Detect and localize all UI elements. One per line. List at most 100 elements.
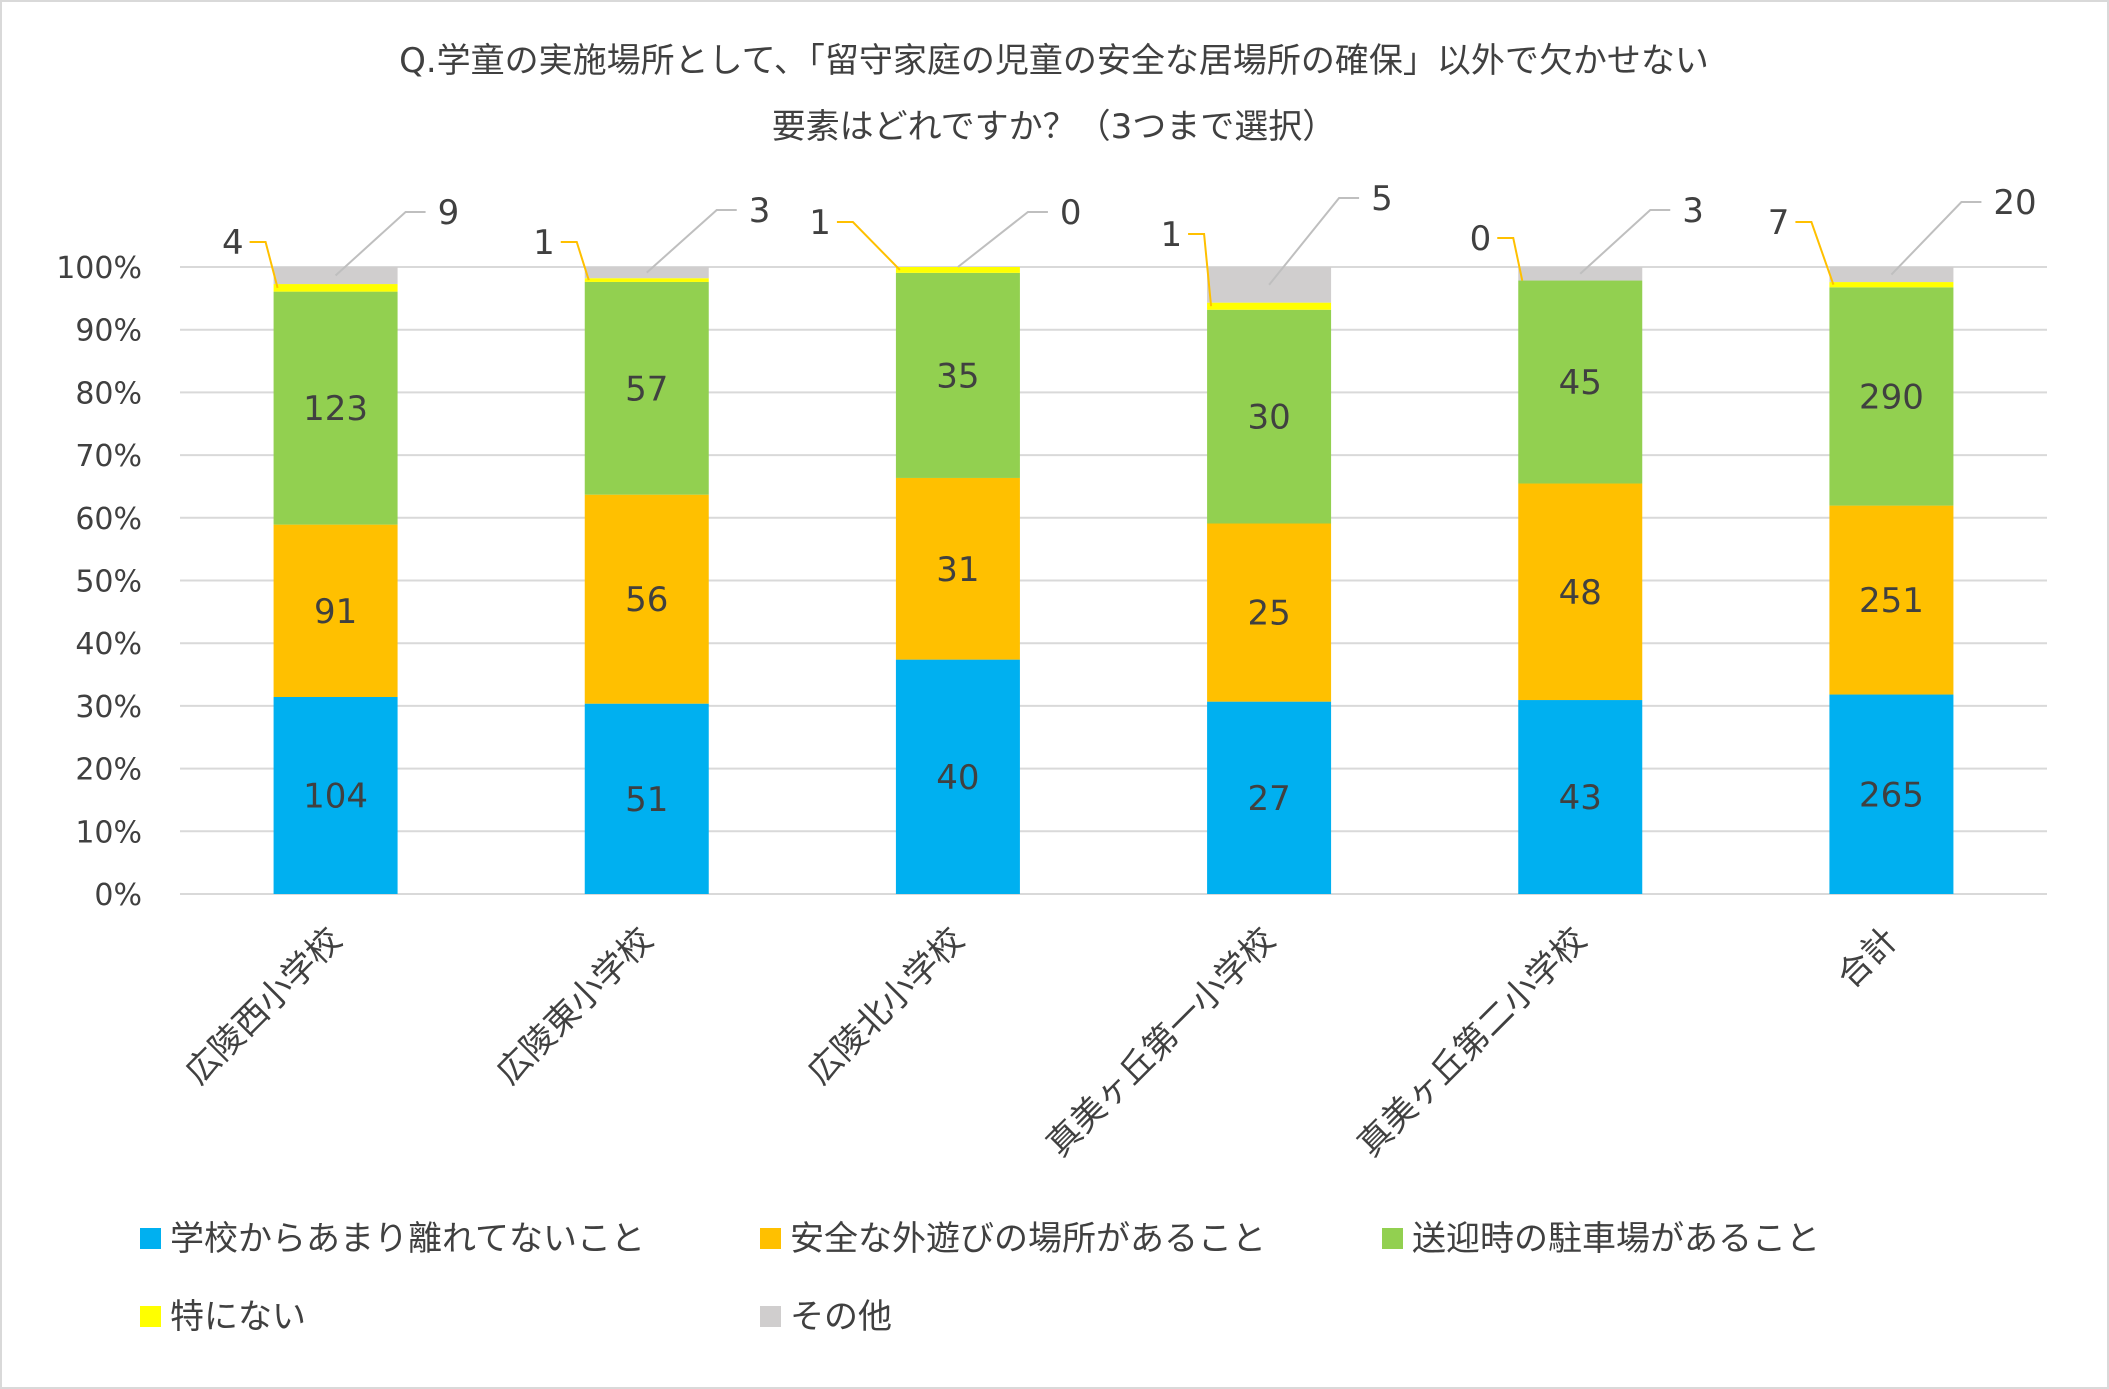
x-axis: 広陵西小学校 広陵東小学校 広陵北小学校 真美ヶ丘第一小学校 真美ヶ丘第二小学校 合計 (177, 920, 1905, 1165)
data-label: 31 (936, 550, 979, 590)
y-tick-label: 60% (75, 502, 142, 537)
bar-segment (1207, 701, 1332, 894)
bar-segment (895, 659, 1020, 894)
gridlines (180, 266, 2047, 895)
bar-segment (1518, 483, 1643, 701)
callout-leader (1268, 197, 1360, 286)
chart-title-line-2: 要素はどれですか？（3つまで選択） (772, 107, 1337, 147)
y-tick-label: 10% (75, 815, 142, 850)
bar-segment (273, 696, 398, 894)
bar-segment (584, 278, 709, 282)
data-label: 35 (936, 356, 979, 396)
callout-label: 1 (533, 223, 555, 263)
data-label: 123 (303, 389, 368, 429)
bar-segment (895, 477, 1020, 660)
data-label: 51 (625, 780, 668, 820)
data-labels: 104 91 123 51 56 57 40 31 35 27 25 30 43 48 45 265 251 29… (303, 356, 1924, 819)
data-label: 251 (1859, 581, 1924, 621)
bar-segment (1829, 694, 1954, 894)
bar-segment (584, 281, 709, 495)
data-label: 25 (1247, 594, 1290, 634)
data-label: 27 (1247, 779, 1290, 819)
y-tick-label: 20% (75, 753, 142, 788)
y-tick-label: 100% (56, 251, 142, 286)
x-tick-label: 真美ヶ丘第一小学校 (1039, 920, 1284, 1165)
bar-segment (1207, 302, 1332, 310)
bar-segment (1829, 287, 1954, 506)
legend-swatch (760, 1228, 781, 1249)
bar-segment (895, 267, 1020, 273)
callout-leader (957, 211, 1048, 268)
x-tick-label: 真美ヶ丘第二小学校 (1350, 920, 1595, 1165)
legend-swatch (1382, 1228, 1403, 1249)
legend-label: 安全な外遊びの場所があること (790, 1219, 1266, 1259)
bar-segment (273, 524, 398, 697)
y-tick-label: 50% (75, 565, 142, 600)
bar-segment (584, 703, 709, 894)
y-tick-label: 80% (75, 376, 142, 411)
x-tick-label: 広陵東小学校 (489, 920, 662, 1093)
bar-segment (1829, 505, 1954, 695)
data-label: 40 (936, 758, 979, 798)
data-label: 265 (1859, 775, 1924, 815)
y-tick-label: 30% (75, 690, 142, 725)
y-axis: 0% 10% 20% 30% 40% 50% 60% 70% 80% 90% 100% (56, 251, 142, 913)
chart-title-line-1: Q.学童の実施場所として、「留守家庭の児童の安全な居場所の確保」以外で欠かせない (399, 41, 1709, 81)
callout-label: 5 (1371, 179, 1393, 219)
callout-label: 3 (749, 191, 771, 231)
callout-leader (249, 241, 279, 289)
legend-label: その他 (790, 1297, 892, 1337)
callout-leader (334, 211, 426, 277)
callout-label: 9 (438, 193, 460, 233)
y-tick-label: 70% (75, 439, 142, 474)
callout-label: 20 (1993, 183, 2036, 223)
legend-label: 学校からあまり離れてないこと (170, 1219, 645, 1259)
data-label: 56 (625, 580, 668, 620)
callout-leader (1188, 233, 1213, 307)
callout-label: 1 (809, 203, 831, 243)
callout-leader (646, 209, 737, 274)
callout-label: 1 (1160, 215, 1182, 255)
chart-title: Q.学童の実施場所として、「留守家庭の児童の安全な居場所の確保」以外で欠かせない… (399, 41, 1709, 147)
callout-leader (1579, 209, 1671, 275)
bars (273, 267, 1954, 894)
legend-label: 送迎時の駐車場があること (1412, 1219, 1820, 1259)
bar-segment (895, 272, 1020, 478)
data-label: 290 (1859, 377, 1924, 417)
bar-segment (1207, 309, 1332, 524)
legend-label: 特にない (170, 1297, 306, 1337)
callout-label: 7 (1768, 203, 1790, 243)
callout-leader (1497, 237, 1524, 281)
data-label: 30 (1247, 398, 1290, 438)
callout-label: 0 (1060, 193, 1082, 233)
legend-swatch (140, 1306, 161, 1327)
x-tick-label: 広陵北小学校 (800, 920, 973, 1093)
legend-swatch (760, 1306, 781, 1327)
bar-segment (1518, 700, 1643, 894)
data-label: 48 (1559, 573, 1602, 613)
callout-leader (836, 221, 901, 271)
y-tick-label: 90% (75, 314, 142, 349)
y-tick-label: 0% (94, 878, 142, 913)
x-tick-label: 合計 (1829, 920, 1905, 996)
y-tick-label: 40% (75, 627, 142, 662)
callout-leader (560, 241, 590, 281)
callout-leader (1890, 201, 1982, 276)
bar-segment (1518, 280, 1643, 484)
callout-label: 0 (1470, 219, 1492, 259)
callout-leader (1795, 221, 1835, 286)
callout-label: 4 (222, 223, 244, 263)
x-tick-label: 広陵西小学校 (177, 920, 350, 1093)
callout-label: 3 (1682, 191, 1704, 231)
data-label: 45 (1559, 363, 1602, 403)
data-label: 57 (625, 369, 668, 409)
data-label: 104 (303, 776, 368, 816)
bar-segment (584, 494, 709, 704)
data-label: 91 (314, 592, 357, 632)
bar-segment (1207, 523, 1332, 702)
bar-segment (273, 291, 398, 525)
data-label: 43 (1559, 778, 1602, 818)
